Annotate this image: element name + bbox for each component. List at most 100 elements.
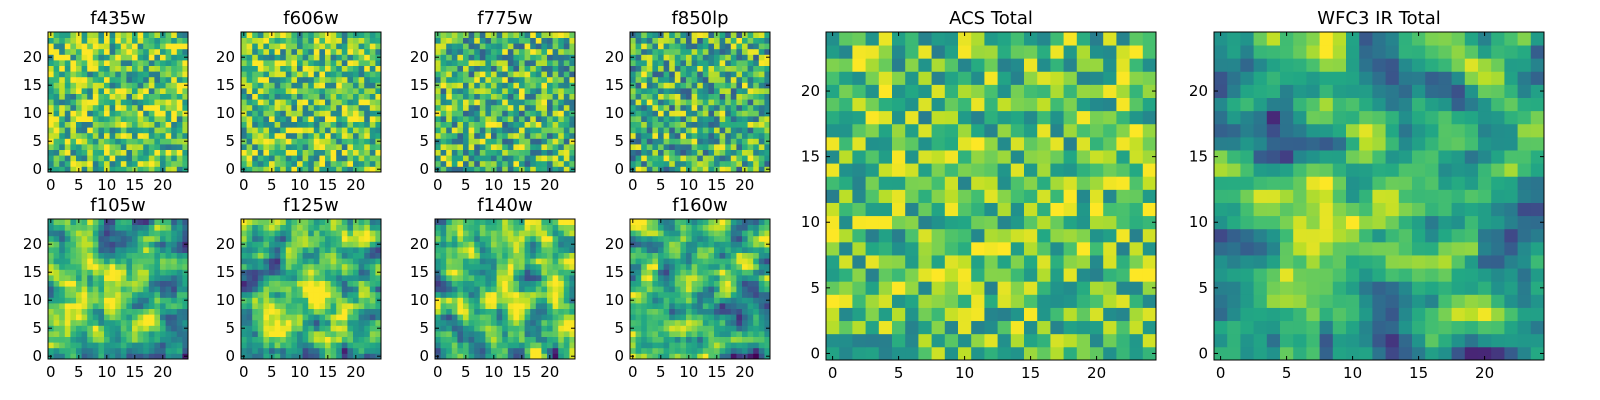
heatmap-cell xyxy=(291,104,298,111)
heatmap-cell xyxy=(137,280,144,287)
heatmap-cell xyxy=(691,104,698,111)
x-tick-label: 10 xyxy=(290,176,309,194)
heatmap-cell xyxy=(257,60,264,66)
heatmap-cell xyxy=(280,308,287,315)
heatmap-cell xyxy=(485,319,492,326)
heatmap-cell xyxy=(714,291,720,298)
heatmap-cell xyxy=(64,71,71,78)
heatmap-cell xyxy=(353,110,359,117)
heatmap-cell xyxy=(547,132,553,139)
heatmap-cell xyxy=(364,144,371,150)
heatmap-cell xyxy=(98,258,105,265)
heatmap-cell xyxy=(291,347,298,354)
heatmap-cell xyxy=(98,149,105,156)
heatmap-cell xyxy=(98,336,105,343)
heatmap-cell xyxy=(646,291,653,298)
heatmap-cell xyxy=(463,37,469,44)
heatmap-cell xyxy=(59,263,66,270)
heatmap-cell xyxy=(280,325,287,332)
heatmap-cell xyxy=(630,286,636,293)
heatmap-cell xyxy=(297,76,303,83)
heatmap-cell xyxy=(143,32,150,38)
heatmap-cell xyxy=(541,353,548,360)
heatmap-cell xyxy=(641,132,648,139)
heatmap-cell xyxy=(325,275,331,281)
heatmap-cell xyxy=(126,224,133,231)
heatmap-cell xyxy=(297,82,303,89)
heatmap-cell xyxy=(730,291,737,298)
heatmap-cell xyxy=(53,48,60,55)
heatmap-cell xyxy=(658,297,664,304)
heatmap-cell xyxy=(702,32,709,38)
heatmap-cell xyxy=(330,166,337,173)
heatmap-cell xyxy=(686,291,692,298)
heatmap-cell xyxy=(160,144,166,150)
heatmap-cell xyxy=(457,132,464,139)
heatmap-cell xyxy=(132,88,138,94)
heatmap-cell xyxy=(474,37,481,44)
heatmap-cell xyxy=(160,319,166,326)
heatmap-cell xyxy=(669,325,676,332)
heatmap-cell xyxy=(764,43,771,50)
heatmap-cell xyxy=(530,263,537,270)
heatmap-cell xyxy=(98,37,105,44)
heatmap-cell xyxy=(81,82,88,89)
heatmap-cell xyxy=(59,127,66,134)
heatmap-cell xyxy=(53,155,60,162)
heatmap-cell xyxy=(358,286,365,293)
heatmap-cell xyxy=(81,127,88,134)
heatmap-cell xyxy=(440,297,447,304)
heatmap-cell xyxy=(440,336,447,343)
heatmap-cell xyxy=(369,132,376,139)
heatmap-cell xyxy=(736,331,743,337)
heatmap-cell xyxy=(758,331,765,337)
heatmap-cell xyxy=(330,76,337,83)
heatmap-cell xyxy=(330,297,337,304)
heatmap-cell xyxy=(336,353,343,360)
heatmap-cell xyxy=(479,241,486,248)
heatmap-cell xyxy=(302,48,309,55)
heatmap-cell xyxy=(313,60,320,66)
y-tick-label: 15 xyxy=(23,76,42,94)
heatmap-cell xyxy=(120,149,127,156)
heatmap-cell xyxy=(330,127,337,134)
heatmap-cell xyxy=(474,314,481,321)
heatmap-cell xyxy=(269,297,275,304)
heatmap-cell xyxy=(154,297,161,304)
heatmap-cell xyxy=(708,71,715,78)
heatmap-cell xyxy=(552,275,559,281)
heatmap-cell xyxy=(630,99,636,106)
heatmap-cell xyxy=(457,160,464,167)
heatmap-cell xyxy=(519,155,525,162)
heatmap-cell xyxy=(747,319,754,326)
heatmap-cell xyxy=(547,116,553,122)
heatmap-cell xyxy=(291,65,298,72)
heatmap-cell xyxy=(341,319,348,326)
heatmap-cell xyxy=(308,160,315,167)
heatmap-cell xyxy=(76,303,82,309)
heatmap-cell xyxy=(669,291,676,298)
heatmap-cell xyxy=(76,319,82,326)
heatmap-cell xyxy=(440,286,447,293)
heatmap-cell xyxy=(325,127,331,134)
heatmap-cell xyxy=(530,331,537,337)
heatmap-cell xyxy=(714,275,720,281)
heatmap-cell xyxy=(126,48,133,55)
heatmap-cell xyxy=(652,54,659,61)
heatmap-cell xyxy=(104,37,110,44)
heatmap-cell xyxy=(280,82,287,89)
heatmap-cell xyxy=(353,99,359,106)
heatmap-cell xyxy=(160,71,166,78)
heatmap-cell xyxy=(308,54,315,61)
heatmap-cell xyxy=(269,116,275,122)
heatmap-cell xyxy=(53,275,60,281)
heatmap-cell xyxy=(541,54,548,61)
heatmap-cell xyxy=(280,336,287,343)
heatmap-cell xyxy=(115,65,122,72)
heatmap-cell xyxy=(375,291,382,298)
heatmap-cell xyxy=(330,65,337,72)
heatmap-cell xyxy=(658,269,664,276)
heatmap-cell xyxy=(375,258,382,265)
heatmap-cell xyxy=(347,160,354,167)
